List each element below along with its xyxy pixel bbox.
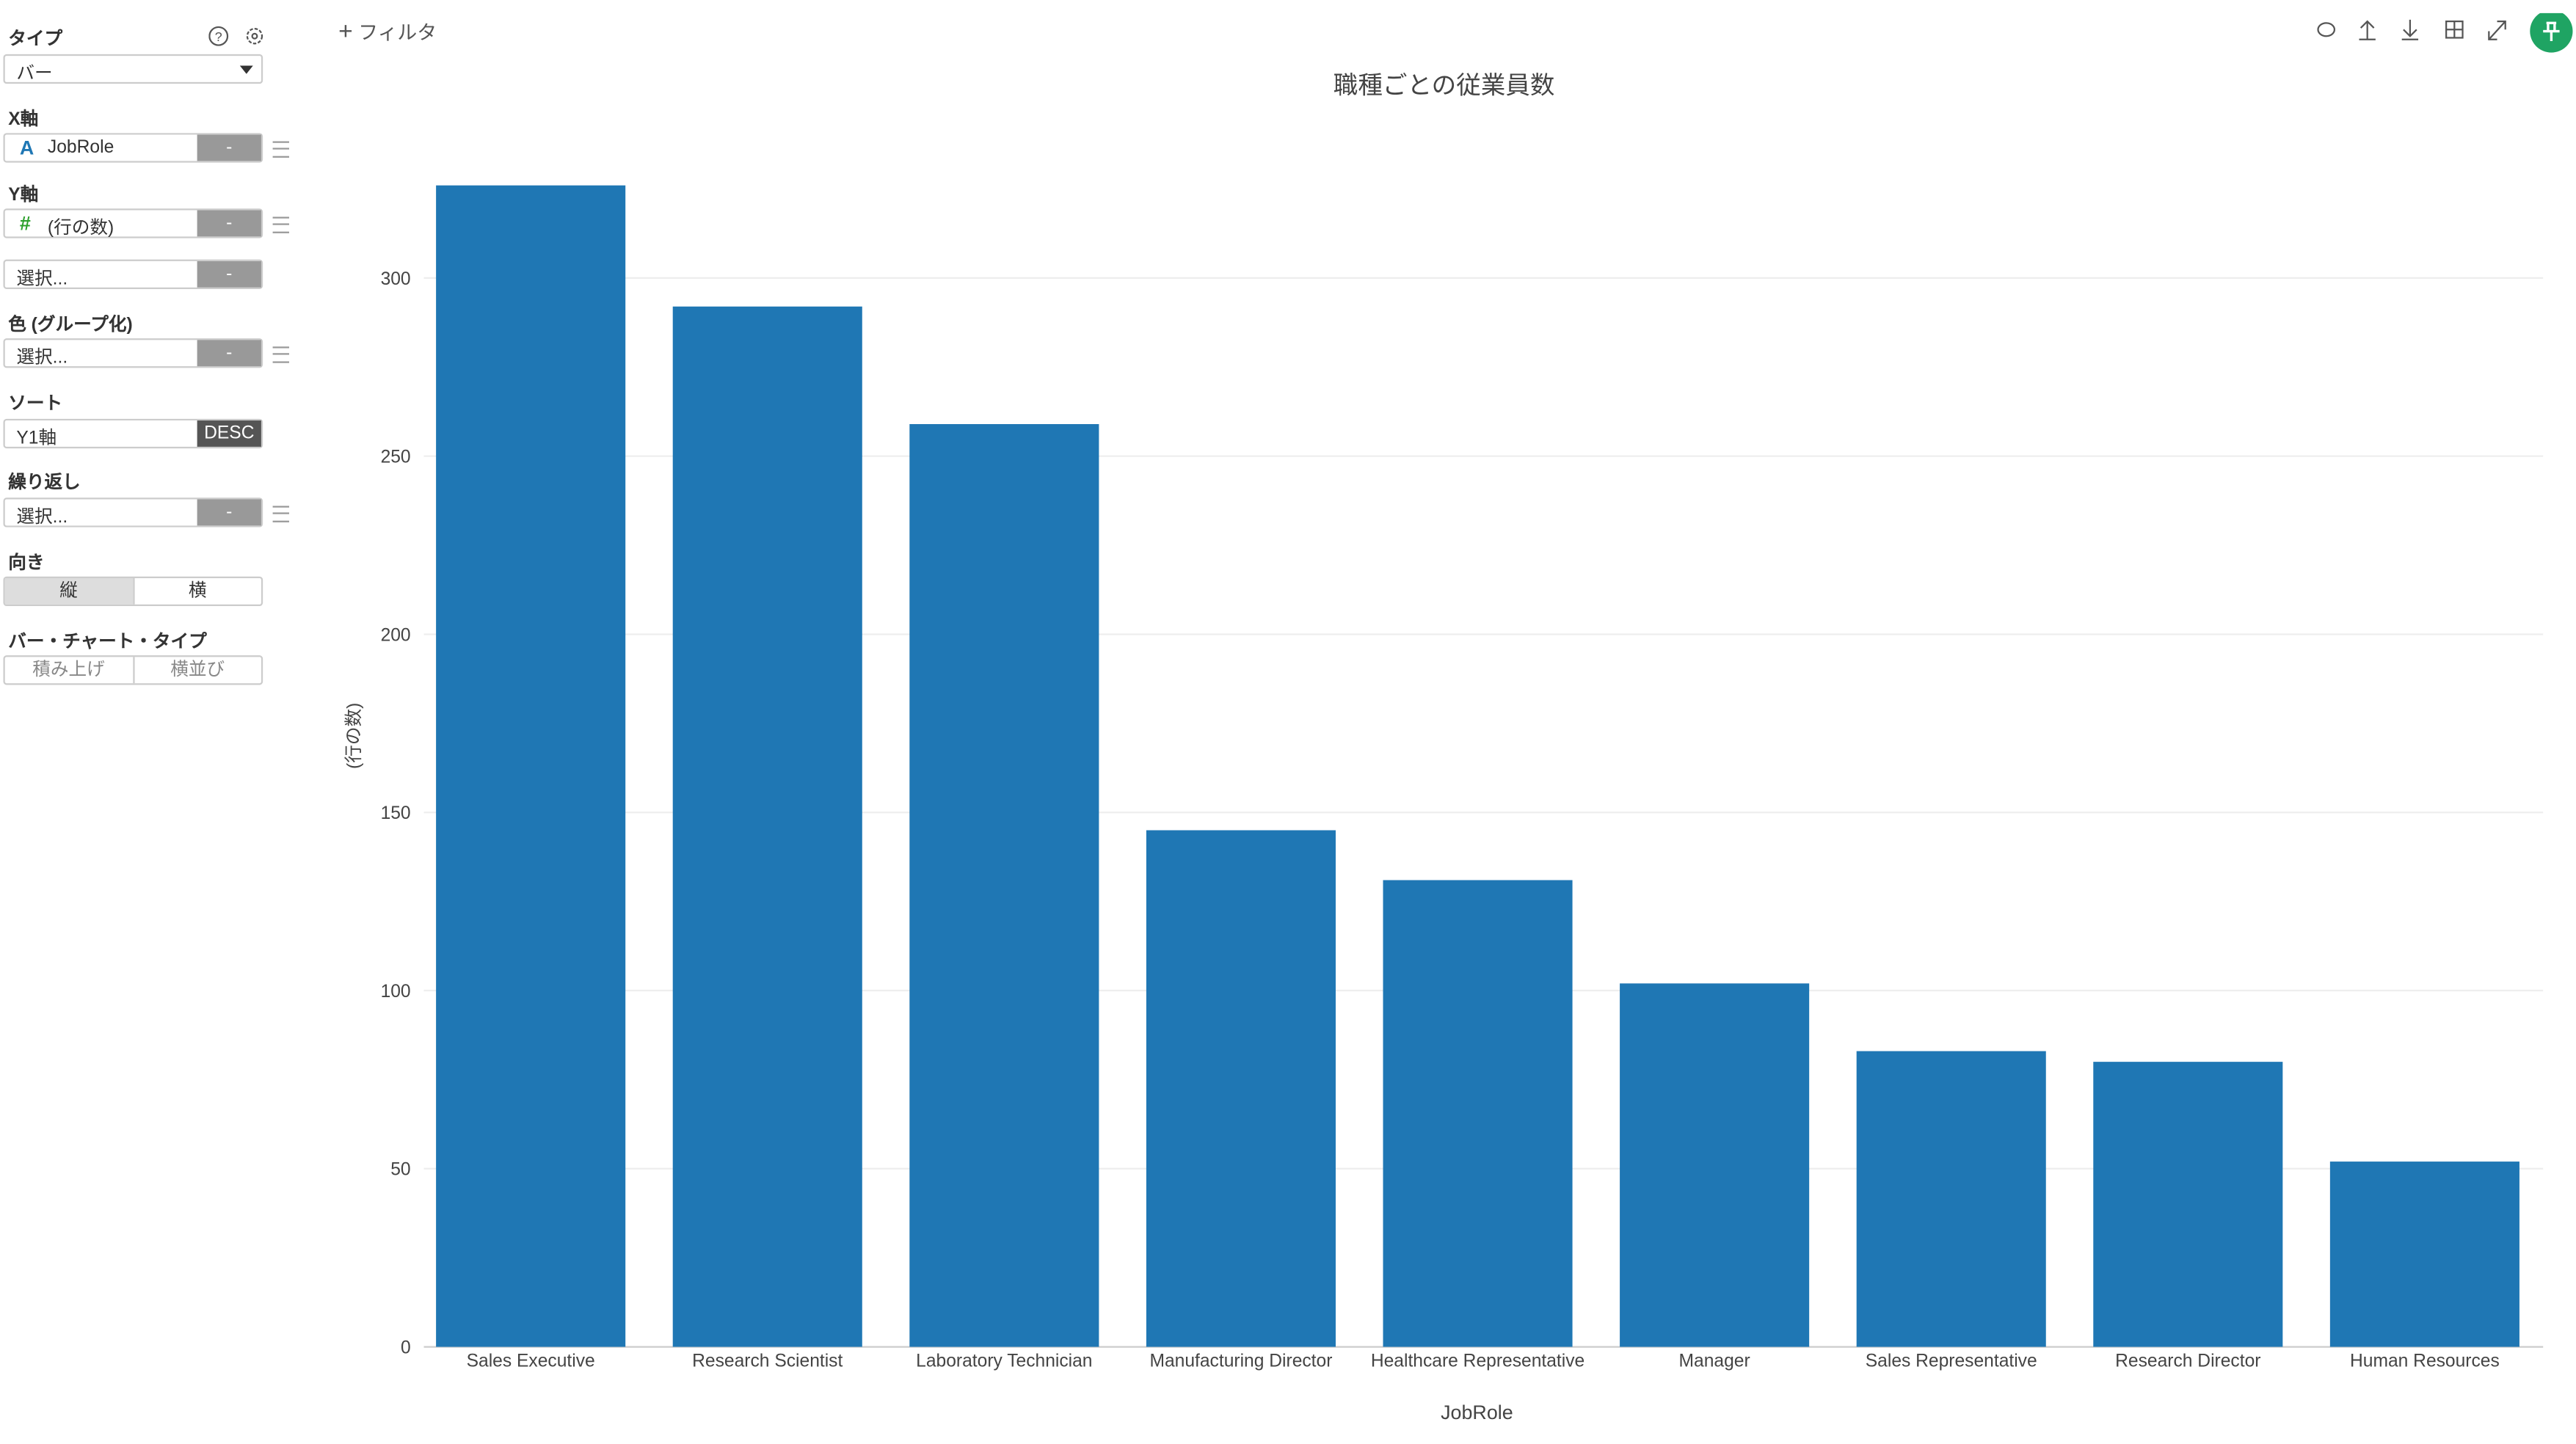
label: タイプ xyxy=(8,29,63,50)
button[interactable]: - xyxy=(197,340,261,367)
toolbar-icons[interactable] xyxy=(2308,12,2576,56)
bar xyxy=(1620,983,1810,1347)
label: フィルタ xyxy=(358,21,437,45)
x-tick-label: Sales Executive xyxy=(467,1351,595,1371)
value: JobRole xyxy=(47,138,114,158)
option[interactable]: 横並び xyxy=(132,657,261,684)
bar xyxy=(1146,830,1336,1347)
option[interactable]: 縦 xyxy=(4,577,133,605)
sort-select[interactable]: Y1軸 DESC xyxy=(3,418,263,449)
y-tick-label: 150 xyxy=(381,803,411,823)
x-axis-title: JobRole xyxy=(1441,1401,1513,1423)
bar xyxy=(436,185,626,1347)
handle[interactable] xyxy=(272,141,289,158)
label: 色 (グループ化) xyxy=(8,315,133,335)
y2-select[interactable]: 選択... - xyxy=(3,259,263,289)
value: 選択... xyxy=(16,269,68,289)
x-tick-label: Research Scientist xyxy=(692,1351,843,1371)
bar xyxy=(2093,1062,2283,1347)
bar xyxy=(909,423,1099,1347)
icon: # xyxy=(19,211,31,236)
y-tick-label: 300 xyxy=(381,269,411,289)
value: Y1軸 xyxy=(16,429,57,449)
repeat-select[interactable]: 選択... - xyxy=(3,497,263,528)
type-select[interactable]: バー xyxy=(3,54,263,84)
option[interactable]: 積み上げ xyxy=(32,660,105,680)
button[interactable]: - xyxy=(197,499,261,526)
label: 向き xyxy=(8,553,45,574)
x-tick-label: Healthcare Representative xyxy=(1371,1351,1584,1371)
bar xyxy=(1856,1051,2046,1347)
x-tick-label: Human Resources xyxy=(2350,1351,2500,1371)
label: バー・チャート・タイプ xyxy=(8,632,207,652)
handle[interactable] xyxy=(272,506,289,522)
bar-type-toggle: 積み上げ 横並び xyxy=(3,655,263,685)
button[interactable]: - xyxy=(197,210,261,237)
button[interactable]: - xyxy=(197,134,261,161)
bar xyxy=(672,306,862,1347)
x-tick-label: Laboratory Technician xyxy=(916,1351,1092,1371)
y-tick-label: 200 xyxy=(381,625,411,645)
x-tick-label: Research Director xyxy=(2115,1351,2260,1371)
button[interactable]: - xyxy=(197,260,261,288)
y-tick-label: 0 xyxy=(401,1338,411,1358)
option[interactable]: 横 xyxy=(132,577,261,605)
y-tick-label: 250 xyxy=(381,448,411,467)
svg-text:?: ? xyxy=(215,29,222,44)
value: (行の数) xyxy=(47,218,114,238)
icon: A xyxy=(19,136,34,160)
color-select[interactable]: 選択... - xyxy=(3,338,263,368)
handle[interactable] xyxy=(272,346,289,363)
y-axis-select[interactable]: # (行の数) - xyxy=(3,208,263,238)
value: 選択... xyxy=(16,348,68,368)
button[interactable]: DESC xyxy=(197,420,261,447)
x-axis-select[interactable]: A JobRole - xyxy=(3,133,263,163)
label: Y軸 xyxy=(8,185,39,205)
label: X軸 xyxy=(8,109,39,130)
value: 選択... xyxy=(16,507,68,528)
icons[interactable]: ? xyxy=(208,25,268,48)
bar xyxy=(1383,880,1573,1347)
label: ソート xyxy=(8,394,63,415)
y-tick-label: 100 xyxy=(381,982,411,1002)
orientation-toggle: 縦横 xyxy=(3,576,263,607)
y-tick-label: 50 xyxy=(390,1160,410,1180)
x-tick-label: Manager xyxy=(1679,1351,1750,1371)
filter-button[interactable]: + フィルタ xyxy=(338,18,437,46)
label: 繰り返し xyxy=(8,473,81,493)
value: バー xyxy=(16,64,53,84)
x-tick-label: Manufacturing Director xyxy=(1149,1351,1332,1371)
x-tick-label: Sales Representative xyxy=(1866,1351,2037,1371)
chart-title: 職種ごとの従業員数 xyxy=(1334,72,1555,100)
y-axis-title: (行の数) xyxy=(343,703,364,769)
handle[interactable] xyxy=(272,216,289,233)
bar xyxy=(2329,1162,2519,1347)
